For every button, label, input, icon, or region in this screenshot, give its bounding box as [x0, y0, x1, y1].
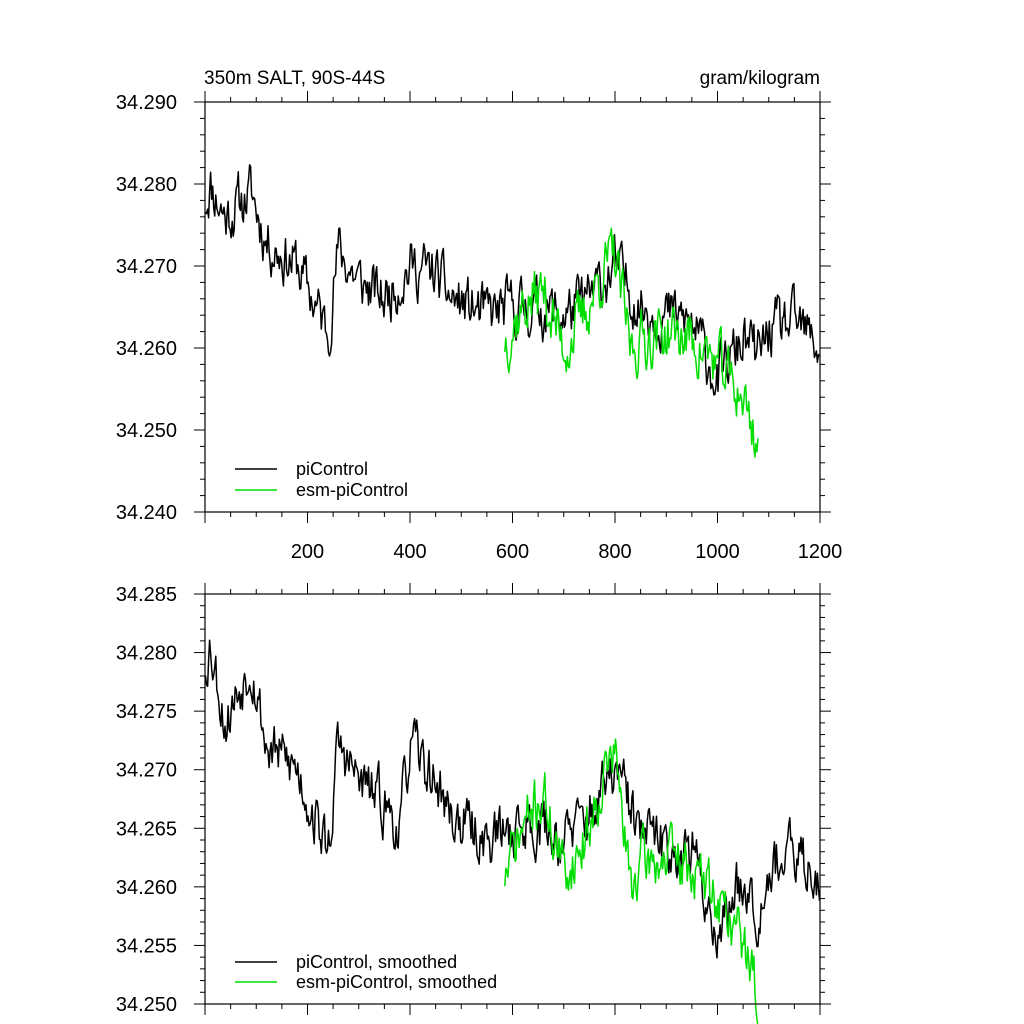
x-tick-label: 1200 — [798, 541, 843, 563]
x-tick-label: 600 — [496, 541, 529, 563]
y-tick-label: 34.260 — [116, 877, 177, 899]
series-layer — [204, 164, 821, 458]
y-tick-label: 34.290 — [116, 92, 177, 114]
panel-title-left: 350m SALT, 90S-44S — [204, 68, 385, 89]
legend-label-esm-picontrol-smoothed: esm-piControl, smoothed — [296, 972, 497, 992]
tick-layer — [194, 91, 831, 523]
y-tick-label: 34.270 — [116, 256, 177, 278]
y-tick-label: 34.240 — [116, 502, 177, 524]
plot-frame — [204, 593, 821, 1005]
y-tick-label: 34.285 — [116, 584, 177, 606]
series-layer — [204, 639, 821, 1024]
bottom-panel: 34.285 34.280 34.275 34.270 34.265 34.260 34.2… — [116, 583, 831, 1024]
legend: piControl, smoothed esm-piControl, smoot… — [235, 952, 497, 992]
tick-layer — [194, 583, 831, 1015]
legend: piControl esm-piControl — [235, 459, 408, 500]
plot-frame — [204, 101, 821, 513]
series-line-picontrol-smoothed — [204, 639, 821, 959]
x-tick-labels: 200 400 600 800 1000 1200 — [291, 541, 842, 563]
y-tick-label: 34.270 — [116, 760, 177, 782]
y-tick-label: 34.255 — [116, 935, 177, 957]
y-tick-label: 34.250 — [116, 420, 177, 442]
x-tick-label: 200 — [291, 541, 324, 563]
x-tick-label: 1000 — [695, 541, 740, 563]
y-tick-labels: 34.285 34.280 34.275 34.270 34.265 34.260 34.2… — [116, 584, 177, 1016]
y-tick-label: 34.265 — [116, 818, 177, 840]
legend-label-picontrol: piControl — [296, 459, 368, 479]
y-tick-labels: 34.290 34.280 34.270 34.260 34.250 34.240 — [116, 92, 177, 524]
legend-label-esm-picontrol: esm-piControl — [296, 480, 408, 500]
y-tick-label: 34.280 — [116, 643, 177, 665]
series-line-picontrol — [204, 164, 821, 396]
y-tick-label: 34.280 — [116, 174, 177, 196]
series-line-esm-picontrol — [504, 227, 759, 458]
y-tick-label: 34.260 — [116, 338, 177, 360]
x-tick-label: 400 — [393, 541, 426, 563]
series-line-esm-picontrol-smoothed — [504, 738, 759, 1024]
y-tick-label: 34.275 — [116, 701, 177, 723]
legend-label-picontrol-smoothed: piControl, smoothed — [296, 952, 457, 972]
x-tick-label: 800 — [598, 541, 631, 563]
y-tick-label: 34.250 — [116, 994, 177, 1016]
panel-title-right: gram/kilogram — [700, 68, 820, 89]
top-panel: 350m SALT, 90S-44S gram/kilogram 34.2903… — [116, 68, 842, 563]
